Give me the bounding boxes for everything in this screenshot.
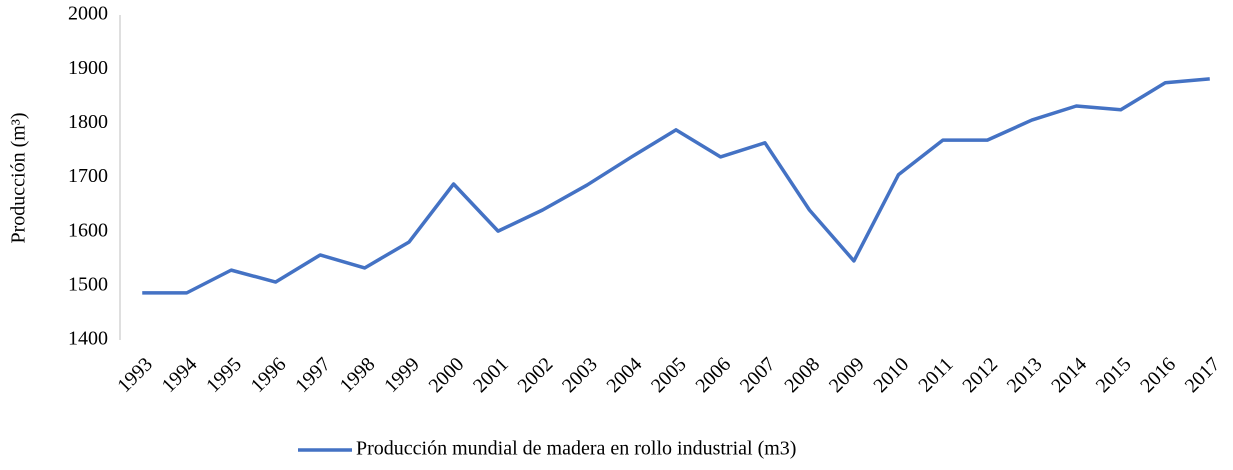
x-tick-label: 2005 xyxy=(647,353,691,397)
x-tick-label: 2011 xyxy=(914,353,957,396)
x-tick-label: 2000 xyxy=(425,353,469,397)
y-tick-label: 1800 xyxy=(68,111,108,133)
y-tick-label: 1900 xyxy=(68,57,108,79)
x-tick-label: 2010 xyxy=(869,353,913,397)
y-tick-label: 1700 xyxy=(68,165,108,187)
x-tick-label: 2008 xyxy=(780,353,824,397)
x-tick-label: 2007 xyxy=(736,353,780,397)
x-tick-label: 2009 xyxy=(825,353,869,397)
x-tick-label: 2012 xyxy=(958,353,1002,397)
legend-label: Producción mundial de madera en rollo in… xyxy=(356,438,796,460)
x-tick-label: 1995 xyxy=(202,353,246,397)
line-series xyxy=(142,77,1210,295)
x-tick-label: 1998 xyxy=(336,353,380,397)
y-tick-label: 2000 xyxy=(68,3,108,25)
x-tick-label: 1994 xyxy=(158,353,202,397)
x-tick-label: 2017 xyxy=(1181,353,1225,397)
x-tick-label: 2015 xyxy=(1092,353,1136,397)
y-tick-label: 1500 xyxy=(68,273,108,295)
x-tick-label: 2006 xyxy=(691,353,735,397)
x-tick-label: 1997 xyxy=(291,353,335,397)
x-tick-label: 2013 xyxy=(1003,353,1047,397)
x-tick-label: 2002 xyxy=(514,353,558,397)
x-tick-label: 1999 xyxy=(380,353,424,397)
x-tick-label: 2014 xyxy=(1047,353,1091,397)
x-tick-label: 2003 xyxy=(558,353,602,397)
x-tick-label: 2016 xyxy=(1136,353,1180,397)
x-tick-label: 1993 xyxy=(113,353,157,397)
x-tick-label: 1996 xyxy=(247,353,291,397)
y-axis-label: Producción (m³) xyxy=(8,113,30,244)
x-tick-label: 2001 xyxy=(469,353,513,397)
y-tick-label: 1600 xyxy=(68,219,108,241)
y-tick-label: 1400 xyxy=(68,328,108,350)
x-tick-label: 2004 xyxy=(602,353,646,397)
